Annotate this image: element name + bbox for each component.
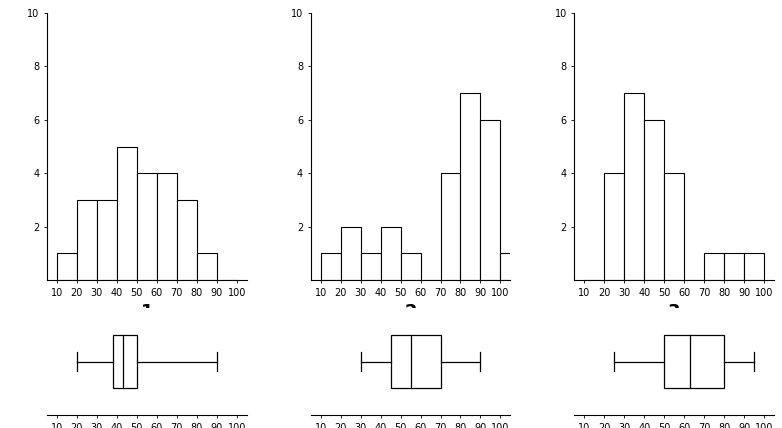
Bar — [604, 173, 624, 280]
X-axis label: 3: 3 — [668, 303, 680, 321]
Bar — [500, 253, 521, 280]
Bar — [644, 120, 664, 280]
Bar — [361, 253, 381, 280]
Bar — [480, 120, 500, 280]
Bar — [117, 146, 137, 280]
Bar — [724, 253, 744, 280]
Bar — [97, 200, 117, 280]
Bar — [624, 93, 644, 280]
Bar — [77, 200, 97, 280]
Bar — [137, 173, 157, 280]
Bar — [705, 253, 724, 280]
Bar — [744, 253, 764, 280]
Bar — [390, 335, 440, 389]
X-axis label: 1: 1 — [141, 303, 153, 321]
X-axis label: 2: 2 — [404, 303, 417, 321]
Bar — [341, 227, 361, 280]
Bar — [177, 200, 197, 280]
Bar — [400, 253, 421, 280]
Bar — [664, 335, 724, 389]
Bar — [113, 335, 137, 389]
Bar — [197, 253, 217, 280]
Bar — [157, 173, 177, 280]
Bar — [664, 173, 684, 280]
Bar — [461, 93, 480, 280]
Bar — [381, 227, 400, 280]
Bar — [440, 173, 461, 280]
Bar — [321, 253, 341, 280]
Bar — [57, 253, 77, 280]
